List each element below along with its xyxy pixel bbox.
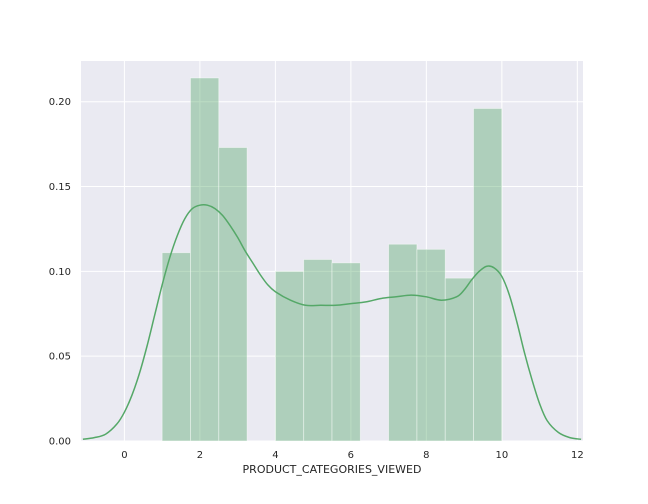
y-tick-labels: 0.00 0.05 0.10 0.15 0.20 [49,97,71,447]
x-tick-label: 6 [348,450,354,461]
x-tick-label: 0 [121,450,127,461]
x-tick-labels: 0 2 4 6 8 10 12 [121,450,583,461]
x-tick-label: 2 [197,450,203,461]
y-tick-label: 0.10 [49,267,71,278]
x-tick-label: 8 [423,450,429,461]
y-tick-label: 0.05 [49,352,71,363]
histogram-bar [444,277,474,442]
y-tick-label: 0.15 [49,182,71,193]
histogram-bar [388,243,418,442]
histogram-bar [161,252,191,442]
x-tick-label: 4 [272,450,278,461]
x-tick-label: 12 [571,450,584,461]
histogram-bar [274,270,305,442]
x-axis-label: PRODUCT_CATEGORIES_VIEWED [243,463,422,476]
histogram-bar [331,262,361,442]
kde-line [82,204,582,441]
histogram-bar [473,108,503,442]
histogram-bar [303,259,333,442]
y-tick-label: 0.20 [49,97,71,108]
histogram-bar [416,248,446,442]
histogram-bar [218,147,248,442]
histogram-bar [190,77,220,442]
y-tick-label: 0.00 [49,437,71,448]
histogram-bars [161,77,503,442]
x-tick-label: 10 [495,450,508,461]
